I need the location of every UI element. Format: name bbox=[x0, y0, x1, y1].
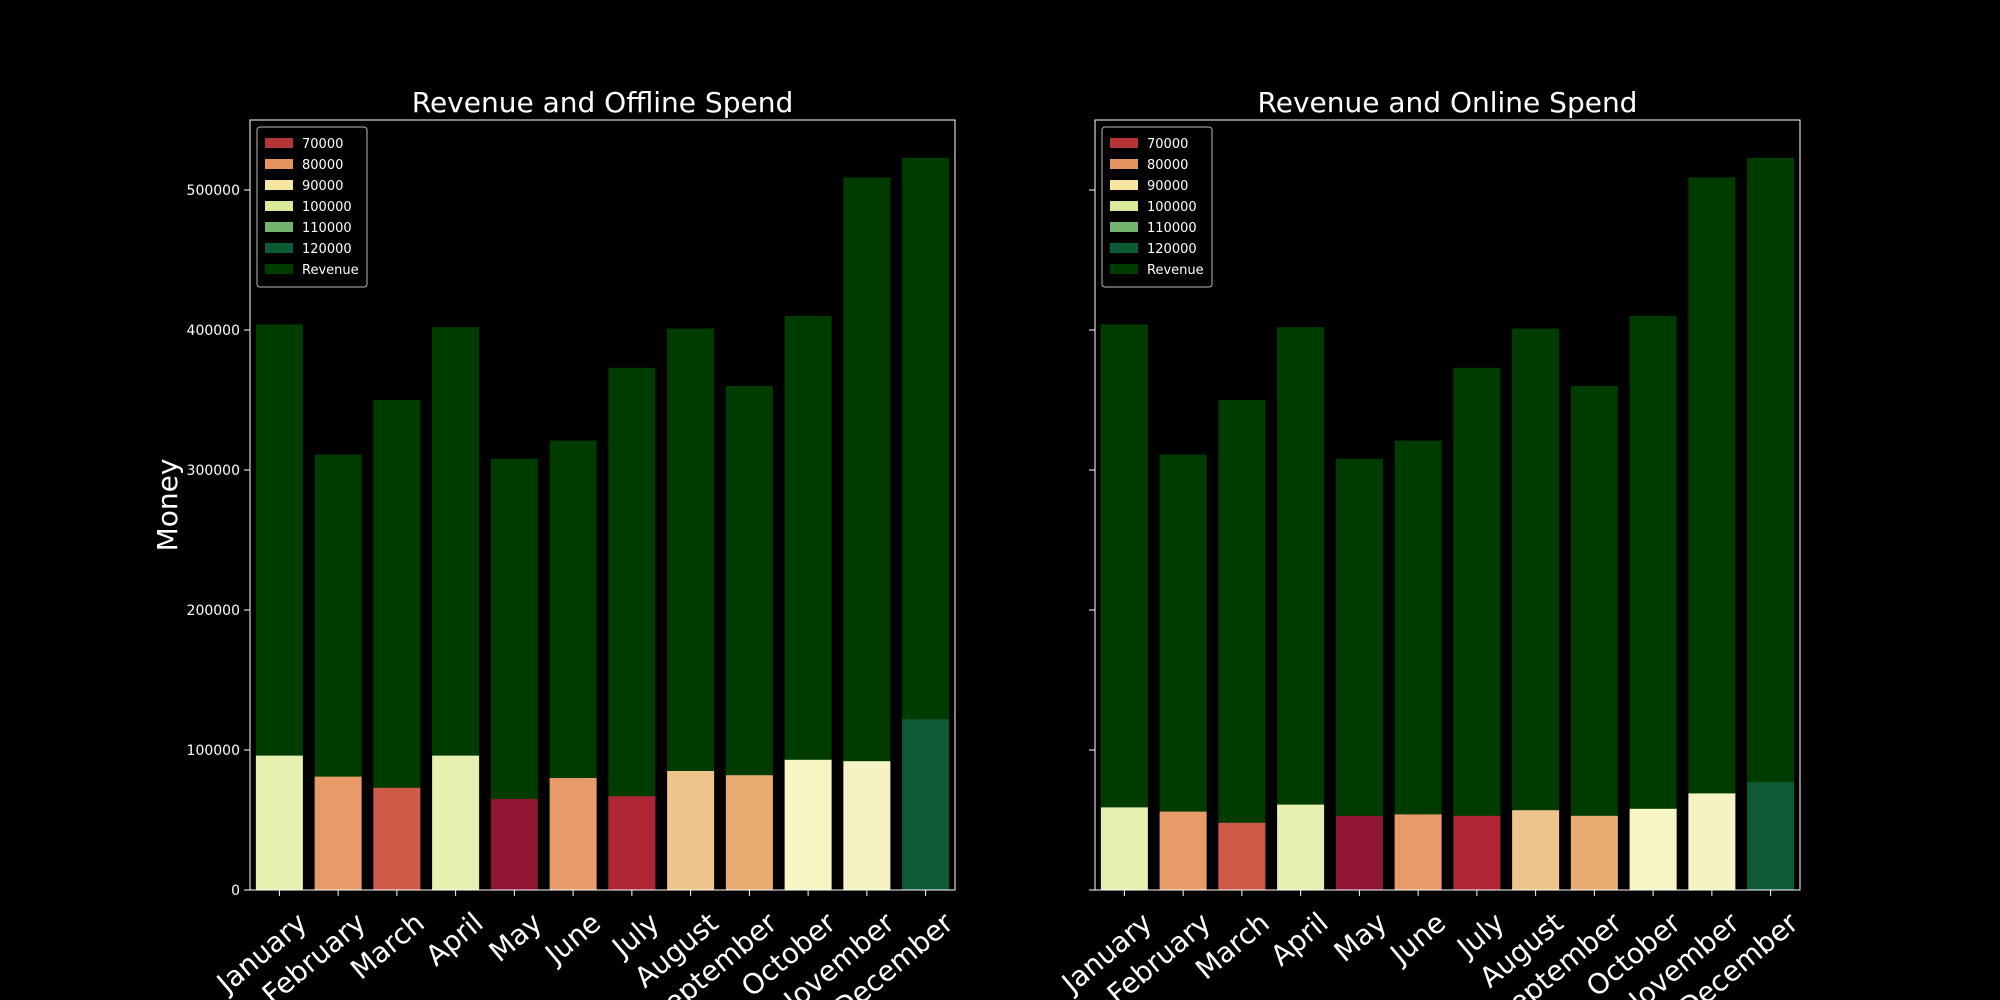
legend-swatch bbox=[265, 180, 293, 190]
x-tick-label-april: April bbox=[419, 906, 489, 972]
legend-entry-label: 90000 bbox=[302, 179, 343, 194]
legend-entry-label: 100000 bbox=[302, 200, 352, 215]
legend-swatch bbox=[1110, 201, 1138, 211]
spend-bar-may bbox=[490, 799, 538, 890]
spend-bar-may bbox=[1335, 815, 1383, 890]
legend-swatch bbox=[265, 138, 293, 148]
legend-entry-label: 120000 bbox=[1147, 242, 1197, 257]
spend-bar-october bbox=[1629, 808, 1677, 890]
legend-swatch bbox=[1110, 159, 1138, 169]
legend-entry-label: 70000 bbox=[1147, 137, 1188, 152]
spend-bar-july bbox=[1453, 815, 1501, 890]
legend-swatch bbox=[265, 201, 293, 211]
legend-entry-label: 70000 bbox=[302, 137, 343, 152]
x-tick-label-may: May bbox=[1328, 906, 1394, 968]
legend-entry-label: Revenue bbox=[302, 263, 359, 278]
revenue-bar-november bbox=[1688, 177, 1736, 890]
legend-swatch bbox=[1110, 138, 1138, 148]
legend-swatch bbox=[265, 159, 293, 169]
spend-bar-june bbox=[1394, 814, 1442, 890]
legend-entry-label: 90000 bbox=[1147, 179, 1188, 194]
revenue-bar-september bbox=[1570, 386, 1618, 890]
y-tick-label: 400000 bbox=[187, 323, 240, 339]
revenue-bar-march bbox=[1218, 400, 1266, 890]
spend-bar-april bbox=[1277, 804, 1325, 890]
spend-bar-july bbox=[608, 796, 656, 890]
spend-bar-september bbox=[1570, 815, 1618, 890]
spend-bar-january bbox=[255, 755, 303, 890]
legend-entry-label: 110000 bbox=[1147, 221, 1197, 236]
spend-bar-june bbox=[549, 778, 597, 890]
legend-swatch bbox=[1110, 180, 1138, 190]
y-tick-label: 100000 bbox=[187, 743, 240, 759]
legend-entry-label: 120000 bbox=[302, 242, 352, 257]
spend-bar-november bbox=[843, 761, 891, 890]
legend-swatch bbox=[265, 264, 293, 274]
x-tick-label-june: June bbox=[1383, 906, 1452, 972]
legend-entry-label: 80000 bbox=[302, 158, 343, 173]
plot-frame bbox=[249, 119, 956, 891]
y-tick-label: 500000 bbox=[187, 183, 240, 199]
spend-bar-october bbox=[784, 759, 832, 890]
spend-bar-august bbox=[1512, 810, 1560, 890]
legend-swatch bbox=[265, 243, 293, 253]
revenue-bar-january bbox=[1100, 324, 1148, 890]
x-tick-label-june: June bbox=[538, 906, 607, 972]
spend-bar-november bbox=[1688, 793, 1736, 890]
spend-bar-march bbox=[1218, 822, 1266, 890]
x-tick-label-may: May bbox=[483, 906, 549, 968]
legend-swatch bbox=[1110, 243, 1138, 253]
spend-bar-february bbox=[314, 776, 362, 890]
chart-panel-1: 0100000200000300000400000500000JanuaryFe… bbox=[151, 86, 960, 1000]
spend-bar-december bbox=[902, 719, 950, 890]
legend-swatch bbox=[1110, 222, 1138, 232]
revenue-bar-october bbox=[1629, 316, 1677, 890]
legend-entry-label: 110000 bbox=[302, 221, 352, 236]
y-axis-label: Money bbox=[151, 459, 184, 552]
spend-bar-august bbox=[667, 771, 715, 890]
revenue-bar-december bbox=[1747, 157, 1795, 891]
revenue-bar-july bbox=[1453, 367, 1501, 890]
chart-panel-2: JanuaryFebruaryMarchAprilMayJuneJulyAugu… bbox=[1054, 86, 1805, 1000]
legend: 70000 80000 90000 100000 110000 120000 Revenue bbox=[1101, 126, 1213, 288]
legend-entry-label: 100000 bbox=[1147, 200, 1197, 215]
y-tick-label: 200000 bbox=[187, 603, 240, 619]
y-tick-label: 0 bbox=[231, 883, 240, 899]
x-tick-label-april: April bbox=[1264, 906, 1334, 972]
legend-entry-label: 80000 bbox=[1147, 158, 1188, 173]
y-tick-label: 300000 bbox=[187, 463, 240, 479]
revenue-bar-august bbox=[1512, 328, 1560, 891]
legend-swatch bbox=[1110, 264, 1138, 274]
spend-bar-january bbox=[1100, 807, 1148, 890]
revenue-bar-april bbox=[1277, 327, 1325, 890]
plot-frame bbox=[1094, 119, 1801, 891]
spend-bar-april bbox=[432, 755, 480, 890]
spend-bar-september bbox=[725, 775, 773, 890]
chart-title: Revenue and Online Spend bbox=[1258, 86, 1638, 119]
spend-bar-february bbox=[1159, 811, 1207, 890]
chart-title: Revenue and Offline Spend bbox=[412, 86, 793, 119]
legend-swatch bbox=[265, 222, 293, 232]
legend-entry-label: Revenue bbox=[1147, 263, 1204, 278]
legend: 70000 80000 90000 100000 110000 120000 Revenue bbox=[256, 126, 368, 288]
spend-bar-march bbox=[373, 787, 421, 890]
spend-bar-december bbox=[1747, 782, 1795, 890]
